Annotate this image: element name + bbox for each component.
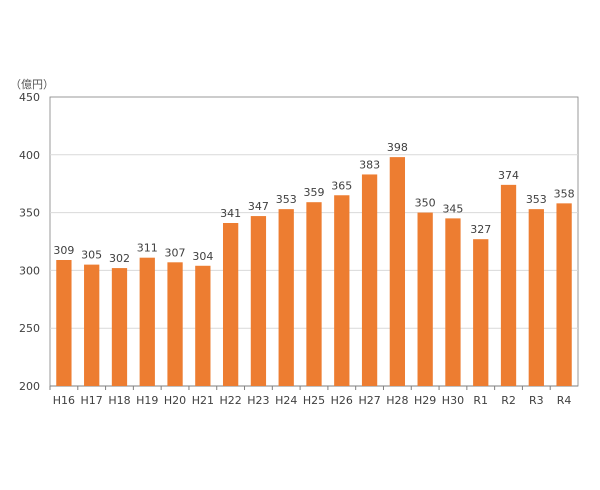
data-label: 341 xyxy=(220,207,241,220)
bar xyxy=(528,209,544,386)
x-tick-label: H28 xyxy=(386,394,408,407)
bar xyxy=(167,262,183,386)
bar xyxy=(556,203,572,386)
x-tick-label: R4 xyxy=(557,394,572,407)
bar xyxy=(334,195,350,386)
data-label: 350 xyxy=(415,197,436,210)
data-label: 353 xyxy=(526,193,547,206)
y-axis-unit-label: （億円） xyxy=(10,78,54,91)
data-label: 304 xyxy=(192,250,213,263)
x-tick-label: H21 xyxy=(192,394,214,407)
bar xyxy=(473,239,489,386)
data-label: 353 xyxy=(276,193,297,206)
data-label: 305 xyxy=(81,249,102,262)
y-tick-label: 250 xyxy=(19,322,40,335)
bar xyxy=(250,216,267,386)
x-tick-label: H19 xyxy=(136,394,158,407)
bar xyxy=(139,257,155,386)
bar xyxy=(361,174,378,386)
x-tick-label: R1 xyxy=(473,394,488,407)
data-label: 359 xyxy=(304,186,325,199)
data-label: 374 xyxy=(498,169,519,182)
data-label: 383 xyxy=(359,158,380,171)
data-label: 365 xyxy=(331,179,352,192)
bar xyxy=(195,265,211,386)
x-tick-label: H24 xyxy=(275,394,297,407)
y-tick-label: 400 xyxy=(19,149,40,162)
y-tick-label: 350 xyxy=(19,207,40,220)
data-label: 398 xyxy=(387,141,408,154)
data-label: 327 xyxy=(470,223,491,236)
data-label: 347 xyxy=(248,200,269,213)
bar xyxy=(417,212,433,386)
bar xyxy=(56,259,72,386)
data-label: 307 xyxy=(165,246,186,259)
x-tick-label: H17 xyxy=(81,394,103,407)
data-label: 309 xyxy=(53,244,74,257)
x-tick-label: H25 xyxy=(303,394,325,407)
x-tick-label: R3 xyxy=(529,394,544,407)
data-label: 302 xyxy=(109,252,130,265)
y-tick-label: 200 xyxy=(19,380,40,393)
x-tick-label: H26 xyxy=(331,394,353,407)
bar xyxy=(84,264,100,386)
bar xyxy=(500,184,517,386)
bar xyxy=(445,218,461,386)
data-label: 358 xyxy=(554,187,575,200)
x-tick-label: H20 xyxy=(164,394,186,407)
x-tick-label: H29 xyxy=(414,394,436,407)
bar xyxy=(278,209,294,386)
y-tick-label: 300 xyxy=(19,264,40,277)
x-tick-label: H27 xyxy=(358,394,380,407)
bar xyxy=(306,202,322,386)
x-tick-label: H23 xyxy=(247,394,269,407)
bar xyxy=(222,223,239,386)
x-tick-label: H16 xyxy=(53,394,75,407)
y-tick-label: 450 xyxy=(19,91,40,104)
x-tick-label: H30 xyxy=(442,394,464,407)
x-tick-label: R2 xyxy=(501,394,516,407)
bar xyxy=(389,157,406,386)
x-tick-label: H18 xyxy=(108,394,130,407)
data-label: 345 xyxy=(442,202,463,215)
bar xyxy=(111,268,128,386)
data-label: 311 xyxy=(137,242,158,255)
x-tick-label: H22 xyxy=(219,394,241,407)
